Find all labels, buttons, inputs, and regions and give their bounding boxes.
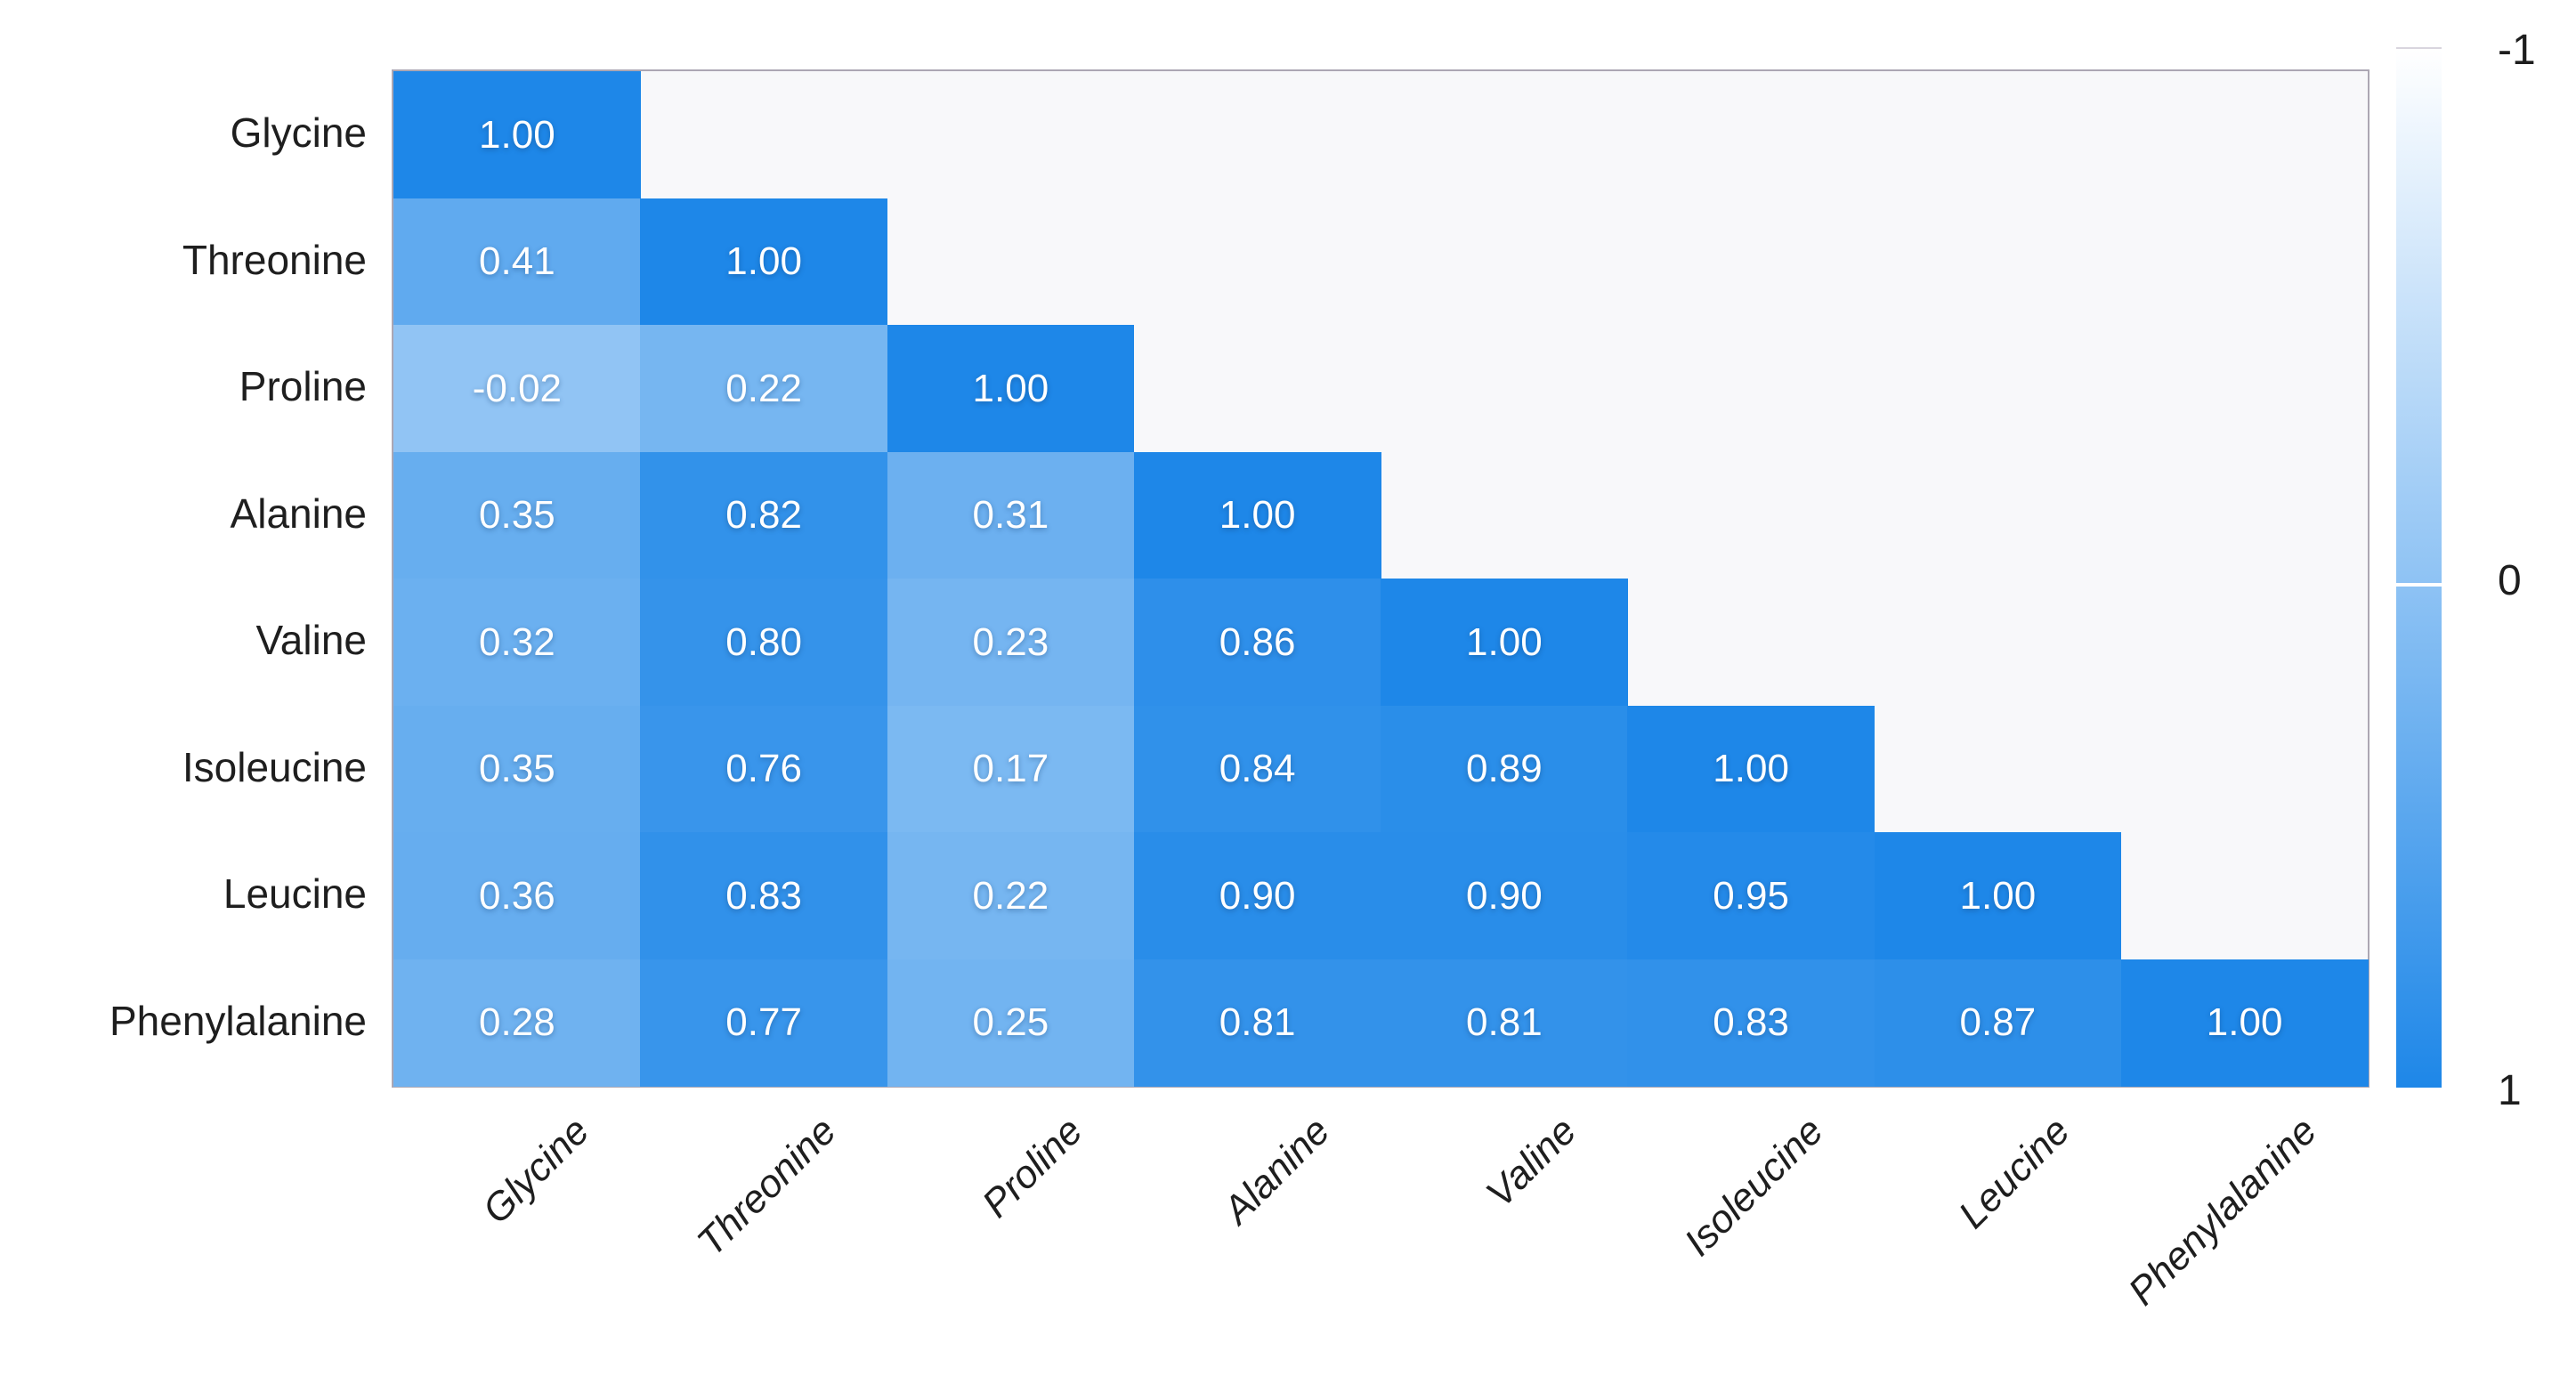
heatmap-cell: 0.32	[393, 579, 641, 706]
x-axis-label: Isoleucine	[1675, 1109, 1832, 1265]
heatmap-cell: 0.76	[640, 705, 887, 833]
y-axis-label: Alanine	[230, 490, 367, 537]
heatmap-cell: 0.35	[393, 451, 641, 579]
heatmap-cell: 1.00	[1627, 705, 1875, 833]
heatmap-cell: 1.00	[1381, 579, 1628, 706]
y-axis-label: Threonine	[182, 236, 367, 283]
color-legend-gradient-bar	[2396, 47, 2442, 1088]
heatmap-cell: 0.80	[640, 579, 887, 706]
heatmap-cell: 0.35	[393, 705, 641, 833]
heatmap-cell: 1.00	[1133, 451, 1381, 579]
heatmap-cell: 1.00	[887, 325, 1135, 452]
colorbar-label-min: -1	[2498, 27, 2536, 74]
heatmap-cell: 0.81	[1381, 959, 1628, 1087]
x-axis-label: Leucine	[1950, 1109, 2078, 1237]
heatmap-cell: 0.90	[1133, 832, 1381, 959]
heatmap-cell: 0.36	[393, 832, 641, 959]
x-axis-label: Proline	[974, 1109, 1091, 1226]
heatmap-cell: 0.83	[1627, 959, 1875, 1087]
y-axis-label: Valine	[255, 617, 367, 664]
heatmap-cell: 0.87	[1874, 959, 2122, 1087]
heatmap-cell: 0.28	[393, 959, 641, 1087]
y-axis-label: Isoleucine	[182, 743, 367, 790]
heatmap-cell: 0.41	[393, 198, 641, 326]
y-axis-label: Glycine	[230, 109, 367, 157]
heatmap-cell: 1.00	[640, 198, 887, 326]
x-axis-label: Alanine	[1214, 1109, 1339, 1233]
y-axis-label: Proline	[239, 363, 367, 410]
heatmap-cell: 0.77	[640, 959, 887, 1087]
colorbar-zero-tick	[2396, 583, 2442, 587]
heatmap-cell: 1.00	[393, 71, 641, 198]
heatmap-cell: -0.02	[393, 325, 641, 452]
heatmap-cell: 0.31	[887, 451, 1135, 579]
heatmap-cell: 0.83	[640, 832, 887, 959]
heatmap-cell: 0.84	[1133, 705, 1381, 833]
heatmap-cell: 0.22	[887, 832, 1135, 959]
heatmap-cell: 0.17	[887, 705, 1135, 833]
heatmap-cell: 0.89	[1381, 705, 1628, 833]
x-axis-label: Threonine	[688, 1109, 845, 1265]
y-axis-label: Phenylalanine	[109, 997, 367, 1044]
heatmap-cell: 0.95	[1627, 832, 1875, 959]
heatmap-cell: 1.00	[1874, 832, 2122, 959]
x-axis-label: Phenylalanine	[2119, 1109, 2326, 1315]
colorbar-label-mid: 0	[2498, 557, 2522, 604]
heatmap-cell: 0.22	[640, 325, 887, 452]
heatmap-cell: 0.81	[1133, 959, 1381, 1087]
heatmap-plot-area: 1.00 0.41 1.00 -0.02 0.22 1.00 0.35 0.82 0.31 1.0…	[392, 69, 2369, 1088]
y-axis-label: Leucine	[223, 870, 367, 918]
heatmap-cell: 1.00	[2120, 959, 2369, 1087]
heatmap-cell: 0.82	[640, 451, 887, 579]
heatmap-cell: 0.23	[887, 579, 1135, 706]
x-axis-label: Valine	[1478, 1109, 1585, 1216]
colorbar-label-max: 1	[2498, 1067, 2522, 1114]
heatmap-cell: 0.86	[1133, 579, 1381, 706]
heatmap-cell: 0.25	[887, 959, 1135, 1087]
x-axis-label: Glycine	[474, 1109, 598, 1233]
heatmap-cell: 0.90	[1381, 832, 1628, 959]
